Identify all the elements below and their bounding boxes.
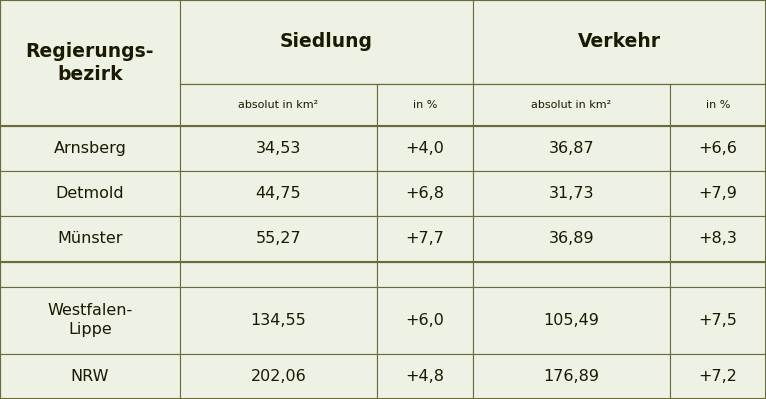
Text: in %: in % [413, 100, 437, 110]
Text: absolut in km²: absolut in km² [238, 100, 319, 110]
Text: Münster: Münster [57, 231, 123, 247]
Text: 176,89: 176,89 [543, 369, 599, 384]
Bar [180, 126, 377, 171]
Bar [377, 126, 473, 171]
Text: 134,55: 134,55 [250, 313, 306, 328]
Bar [473, 84, 669, 126]
Bar [669, 354, 766, 399]
Bar [669, 171, 766, 216]
Text: 36,89: 36,89 [548, 231, 594, 247]
Bar [0, 171, 180, 216]
Text: +7,5: +7,5 [699, 313, 738, 328]
Text: 202,06: 202,06 [250, 369, 306, 384]
Text: Verkehr: Verkehr [578, 32, 661, 51]
Text: NRW: NRW [70, 369, 110, 384]
Text: 55,27: 55,27 [256, 231, 301, 247]
Text: Siedlung: Siedlung [280, 32, 373, 51]
Bar [0, 126, 180, 171]
Bar [473, 0, 766, 84]
Text: +6,0: +6,0 [405, 313, 444, 328]
Bar [180, 0, 473, 84]
Text: Arnsberg: Arnsberg [54, 141, 126, 156]
Text: in %: in % [705, 100, 730, 110]
Bar [0, 0, 180, 126]
Bar [473, 126, 669, 171]
Text: Detmold: Detmold [56, 186, 124, 201]
Bar [377, 354, 473, 399]
Text: +7,2: +7,2 [699, 369, 738, 384]
Text: +8,3: +8,3 [699, 231, 738, 247]
Text: absolut in km²: absolut in km² [532, 100, 611, 110]
Bar [669, 286, 766, 354]
Bar [473, 286, 669, 354]
Bar [473, 354, 669, 399]
Bar [377, 171, 473, 216]
Text: 31,73: 31,73 [548, 186, 594, 201]
Text: +4,8: +4,8 [405, 369, 444, 384]
Bar [669, 216, 766, 261]
Text: 44,75: 44,75 [256, 186, 301, 201]
Bar [180, 261, 377, 286]
Bar [0, 354, 180, 399]
Bar [180, 216, 377, 261]
Bar [0, 261, 180, 286]
Text: 36,87: 36,87 [548, 141, 594, 156]
Bar [0, 286, 180, 354]
Bar [180, 171, 377, 216]
Bar [669, 261, 766, 286]
Text: Regierungs-
bezirk: Regierungs- bezirk [26, 41, 154, 84]
Bar [377, 286, 473, 354]
Bar [180, 84, 377, 126]
Text: 34,53: 34,53 [256, 141, 301, 156]
Bar [473, 261, 669, 286]
Text: +4,0: +4,0 [405, 141, 444, 156]
Text: 105,49: 105,49 [543, 313, 599, 328]
Bar [0, 216, 180, 261]
Text: +6,6: +6,6 [699, 141, 738, 156]
Bar [473, 216, 669, 261]
Text: Westfalen-
Lippe: Westfalen- Lippe [47, 303, 133, 337]
Bar [473, 171, 669, 216]
Text: +6,8: +6,8 [405, 186, 444, 201]
Bar [377, 84, 473, 126]
Bar [669, 84, 766, 126]
Bar [669, 126, 766, 171]
Bar [377, 216, 473, 261]
Text: +7,7: +7,7 [405, 231, 444, 247]
Bar [180, 286, 377, 354]
Bar [180, 354, 377, 399]
Text: +7,9: +7,9 [699, 186, 738, 201]
Bar [377, 261, 473, 286]
